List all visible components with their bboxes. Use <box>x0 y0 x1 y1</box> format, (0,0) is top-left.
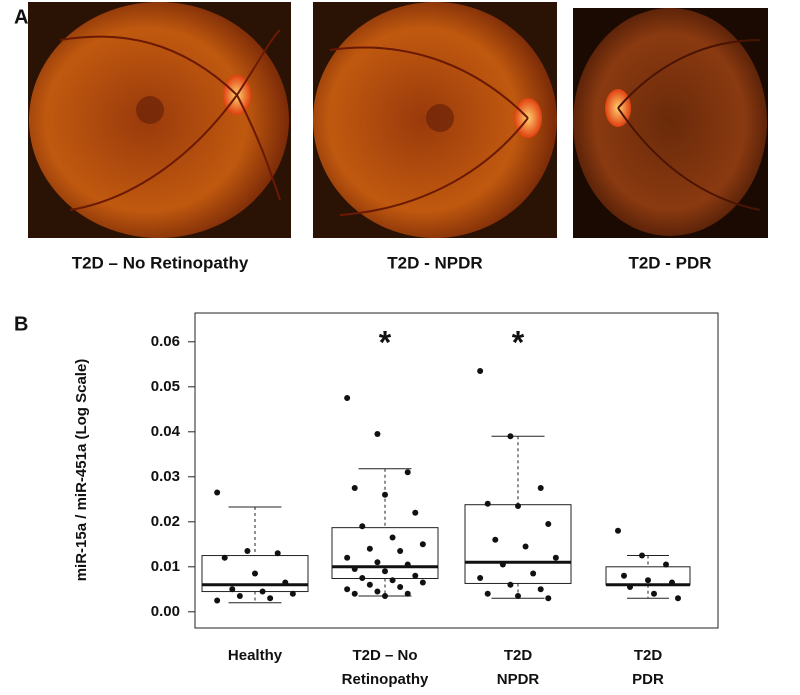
data-point <box>545 595 552 602</box>
data-point <box>537 485 544 492</box>
data-point <box>477 368 484 375</box>
data-point <box>522 543 529 550</box>
data-point <box>397 584 404 591</box>
data-point <box>552 554 559 561</box>
y-tick-label: 0.05 <box>151 378 180 395</box>
box <box>331 527 439 580</box>
data-point <box>366 581 373 588</box>
fundus-image <box>573 8 768 238</box>
y-tick-label: 0.01 <box>151 558 180 575</box>
data-point <box>404 561 411 568</box>
x-tick-label: NPDR <box>497 671 540 688</box>
y-tick-label: 0.02 <box>151 513 180 530</box>
data-point <box>419 541 426 548</box>
data-point <box>627 584 633 591</box>
data-point <box>545 521 552 528</box>
data-point <box>477 575 484 582</box>
data-point <box>651 590 657 597</box>
data-point <box>366 545 373 552</box>
x-tick-label: Healthy <box>228 647 283 664</box>
y-tick-label: 0.04 <box>151 423 181 440</box>
data-point <box>389 534 396 541</box>
data-point <box>639 552 645 559</box>
data-point <box>267 595 274 602</box>
data-point <box>419 579 426 586</box>
data-point <box>344 554 351 561</box>
data-point <box>507 581 514 588</box>
fundus-image <box>28 2 291 238</box>
x-tick-label: T2D <box>504 647 533 664</box>
data-point <box>389 577 396 584</box>
significance-mark: * <box>379 324 392 360</box>
x-tick-label: T2D <box>634 647 663 664</box>
data-point <box>484 500 491 507</box>
data-point <box>344 395 351 402</box>
x-tick-label: T2D – No <box>352 647 417 664</box>
plot-frame <box>194 312 719 629</box>
x-tick-label: PDR <box>632 671 664 688</box>
data-point <box>537 586 544 593</box>
data-point <box>404 469 411 476</box>
y-axis-label: miR-15a / miR-451a (Log Scale) <box>73 359 90 582</box>
data-point <box>214 489 221 496</box>
data-point <box>351 566 358 573</box>
data-point <box>282 579 289 586</box>
data-point <box>274 550 281 557</box>
data-point <box>351 485 358 492</box>
data-point <box>236 593 243 600</box>
data-point <box>374 559 381 566</box>
y-tick-label: 0.03 <box>151 468 180 485</box>
data-point <box>229 586 236 593</box>
data-point <box>382 568 388 575</box>
y-tick-label: 0.00 <box>151 603 180 620</box>
x-tick-label: Retinopathy <box>342 671 429 688</box>
image-caption: T2D - NPDR <box>387 253 482 272</box>
data-point <box>412 509 419 516</box>
data-point <box>515 593 521 600</box>
data-point <box>214 597 221 604</box>
data-point <box>507 433 514 440</box>
data-point <box>252 570 258 577</box>
data-point <box>344 586 351 593</box>
data-point <box>382 491 388 498</box>
data-point <box>492 536 499 543</box>
data-point <box>484 590 491 597</box>
data-point <box>499 561 506 568</box>
data-point <box>359 575 366 582</box>
data-point <box>615 527 621 534</box>
data-point <box>359 523 366 530</box>
data-point <box>374 588 381 595</box>
data-point <box>412 572 419 579</box>
image-caption: T2D - PDR <box>628 253 711 272</box>
data-point <box>221 554 228 561</box>
image-caption: T2D – No Retinopathy <box>72 253 249 272</box>
panel-label: B <box>14 313 28 335</box>
data-point <box>382 593 388 600</box>
fundus-image <box>313 2 557 238</box>
data-point <box>374 431 381 438</box>
significance-mark: * <box>512 324 525 360</box>
data-point <box>663 561 669 568</box>
data-point <box>397 548 404 555</box>
panel-label: A <box>14 6 28 28</box>
data-point <box>244 548 251 555</box>
box <box>201 555 309 593</box>
data-point <box>621 572 627 579</box>
data-point <box>645 577 651 584</box>
data-point <box>289 590 296 597</box>
data-point <box>259 588 266 595</box>
data-point <box>530 570 537 577</box>
data-point <box>351 590 358 597</box>
y-tick-label: 0.06 <box>151 333 180 350</box>
box <box>464 504 572 584</box>
data-point <box>669 579 675 586</box>
data-point <box>515 503 521 510</box>
data-point <box>404 590 411 597</box>
data-point <box>675 595 681 602</box>
